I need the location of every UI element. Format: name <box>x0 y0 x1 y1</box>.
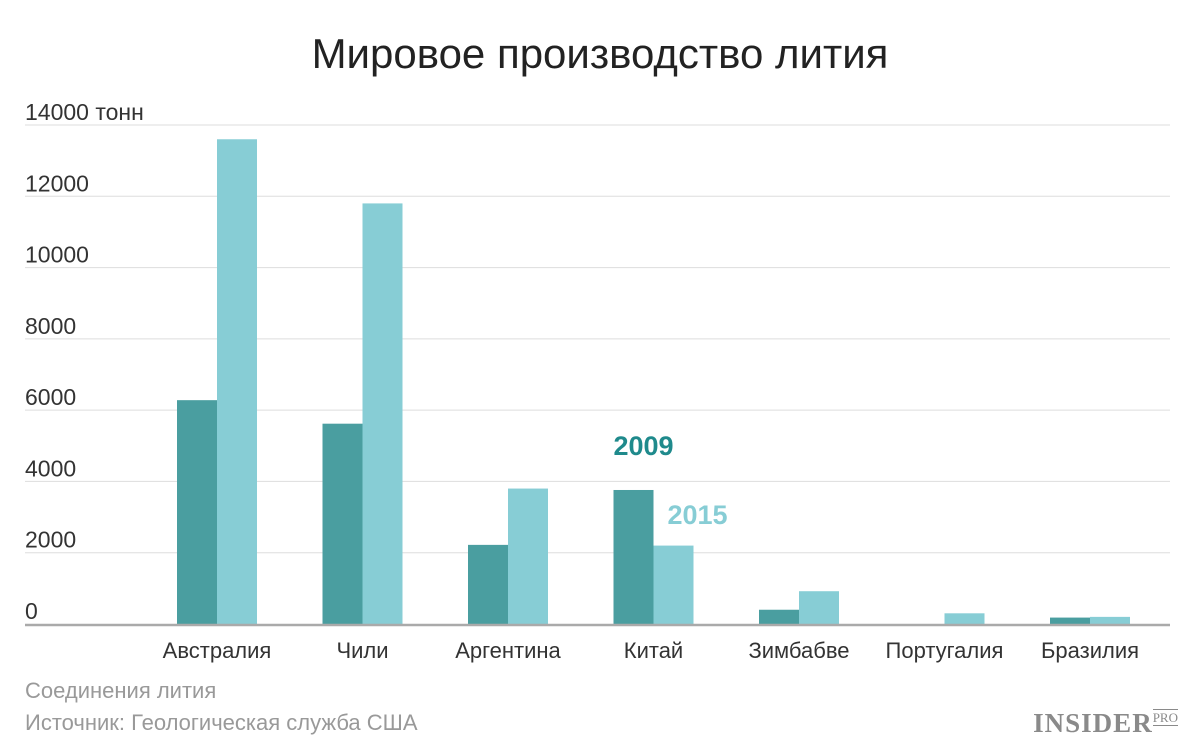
bar-2015 <box>653 545 694 624</box>
y-tick-label: 0 <box>25 598 38 624</box>
x-tick-label: Бразилия <box>1041 638 1139 663</box>
x-tick-label: Португалия <box>886 638 1004 663</box>
x-tick-label: Чили <box>336 638 388 663</box>
y-tick-label: 12000 <box>25 170 89 196</box>
x-tick-label: Зимбабве <box>748 638 849 663</box>
bar-chart: 0 2000 4000 6000 8000 10000 12000 14000 тонн Авс… <box>25 99 1170 663</box>
legend-label-2015: 2015 <box>667 500 727 530</box>
bar-2015 <box>799 591 839 624</box>
bar-2015 <box>1090 616 1130 624</box>
bar-2009 <box>177 400 217 624</box>
x-tick-label: Аргентина <box>455 638 561 663</box>
chart-title: Мировое производство лития <box>311 30 889 77</box>
chart-subtitle: Соединения лития <box>25 678 217 703</box>
bar-2015 <box>944 613 985 624</box>
legend-label-2009: 2009 <box>613 431 673 461</box>
y-tick-label: 4000 <box>25 455 76 481</box>
y-tick-label: 14000 тонн <box>25 99 144 125</box>
bar-2009 <box>1050 617 1090 624</box>
insider-pro-logo: INSIDERPRO <box>1033 708 1178 738</box>
y-tick-label: 8000 <box>25 313 76 339</box>
x-tick-label: Китай <box>624 638 683 663</box>
bar-2015 <box>362 203 403 624</box>
source-note: Источник: Геологическая служба США <box>25 710 418 735</box>
bar-2009 <box>468 544 508 624</box>
y-tick-label: 2000 <box>25 527 76 553</box>
x-tick-label: Австралия <box>163 638 272 663</box>
bar-2015 <box>217 139 257 624</box>
bar-2009 <box>613 489 654 624</box>
bar-2015 <box>508 488 548 624</box>
y-tick-label: 10000 <box>25 242 89 268</box>
y-tick-label: 6000 <box>25 384 76 410</box>
bar-2009 <box>759 609 799 624</box>
bar-2009 <box>322 423 363 624</box>
